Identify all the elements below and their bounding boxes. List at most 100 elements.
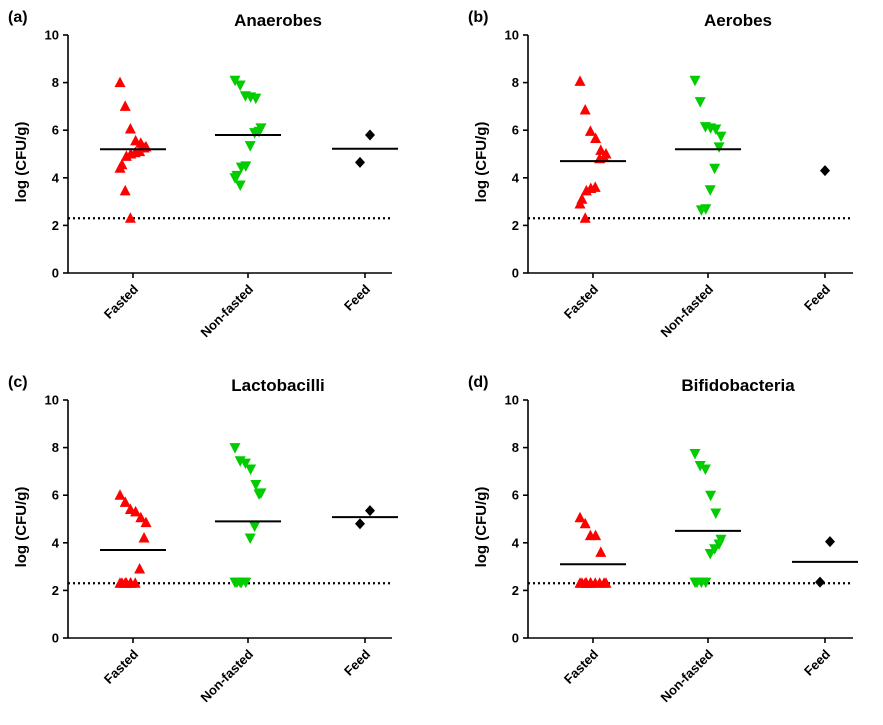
data-point-fasted bbox=[574, 197, 586, 209]
y-tick-label: 4 bbox=[512, 535, 520, 550]
data-point-fasted bbox=[134, 562, 146, 574]
data-point-non_fasted bbox=[710, 508, 722, 520]
data-point-fasted bbox=[114, 489, 126, 500]
data-point-non_fasted bbox=[234, 577, 246, 589]
data-point-fasted bbox=[584, 577, 596, 588]
data-point-non_fasted bbox=[244, 141, 256, 152]
data-point-non_fasted bbox=[244, 533, 256, 545]
data-point-non_fasted bbox=[229, 443, 241, 454]
data-point-non_fasted bbox=[694, 97, 706, 108]
data-point-non_fasted bbox=[689, 75, 701, 87]
y-tick-label: 0 bbox=[52, 631, 59, 646]
y-tick-label: 0 bbox=[52, 266, 59, 281]
y-axis-label: log (CFU/g) bbox=[13, 122, 30, 203]
y-tick-label: 8 bbox=[52, 440, 59, 455]
data-point-fasted bbox=[579, 103, 591, 115]
data-point-fasted bbox=[135, 511, 147, 523]
data-point-feed bbox=[820, 165, 830, 177]
data-point-non_fasted bbox=[229, 173, 241, 184]
y-tick-label: 2 bbox=[512, 583, 519, 598]
y-tick-label: 4 bbox=[512, 170, 520, 185]
data-point-feed bbox=[825, 536, 835, 548]
data-point-fasted bbox=[579, 212, 591, 223]
data-point-non_fasted bbox=[249, 521, 261, 533]
data-point-fasted bbox=[595, 144, 607, 155]
y-tick-label: 6 bbox=[512, 123, 519, 138]
data-point-feed bbox=[355, 518, 365, 530]
data-point-non_fasted bbox=[689, 577, 701, 589]
data-point-non_fasted bbox=[705, 490, 717, 502]
panel-label: (b) bbox=[468, 9, 488, 26]
data-point-non_fasted bbox=[250, 479, 262, 491]
data-point-non_fasted bbox=[713, 142, 725, 153]
data-point-fasted bbox=[114, 162, 126, 173]
panel-label: (d) bbox=[468, 374, 488, 391]
y-tick-label: 10 bbox=[505, 28, 519, 43]
panel-label: (a) bbox=[8, 9, 28, 26]
panel-label: (c) bbox=[8, 374, 28, 391]
data-point-fasted bbox=[124, 577, 136, 588]
data-point-fasted bbox=[574, 75, 586, 86]
y-tick-label: 4 bbox=[52, 170, 60, 185]
data-point-non_fasted bbox=[234, 80, 246, 91]
y-axis-label: log (CFU/g) bbox=[473, 487, 490, 568]
y-tick-label: 10 bbox=[45, 28, 59, 43]
data-point-fasted bbox=[119, 100, 131, 111]
chart-panel-a: (a) Anaerobes 0 2 4 6 8 10 log (CFU/g) Fasted Non-… bbox=[8, 9, 398, 340]
data-point-non_fasted bbox=[235, 162, 247, 174]
data-point-non_fasted bbox=[704, 549, 716, 560]
data-point-fasted bbox=[140, 516, 152, 528]
y-tick-label: 8 bbox=[512, 75, 519, 90]
data-point-fasted bbox=[114, 76, 126, 88]
data-point-feed bbox=[355, 156, 365, 168]
y-tick-label: 2 bbox=[52, 583, 59, 598]
x-tick-label: Fasted bbox=[561, 646, 601, 686]
data-point-fasted bbox=[579, 517, 591, 529]
y-axis-label: log (CFU/g) bbox=[473, 122, 490, 203]
y-tick-label: 6 bbox=[52, 488, 59, 503]
x-tick-label: Fasted bbox=[101, 281, 141, 321]
data-point-non_fasted bbox=[704, 185, 716, 196]
data-point-fasted bbox=[595, 546, 607, 557]
data-point-non_fasted bbox=[234, 180, 246, 191]
data-point-fasted bbox=[580, 184, 592, 196]
y-tick-label: 6 bbox=[52, 123, 59, 138]
chart-title: Aerobes bbox=[704, 11, 772, 30]
data-point-fasted bbox=[574, 511, 586, 523]
data-point-fasted bbox=[590, 529, 602, 541]
data-point-non_fasted bbox=[694, 460, 706, 472]
y-tick-label: 0 bbox=[512, 631, 519, 646]
x-tick-label: Fasted bbox=[561, 281, 601, 321]
x-tick-label: Fasted bbox=[101, 646, 141, 686]
y-tick-label: 8 bbox=[52, 75, 59, 90]
chart-panel-d: (d) Bifidobacteria 0 2 4 6 8 10 log (CFU/g) Faste… bbox=[468, 374, 858, 705]
x-tick-label: Non-fasted bbox=[198, 646, 257, 705]
y-tick-label: 2 bbox=[52, 218, 59, 233]
y-tick-label: 10 bbox=[45, 393, 59, 408]
data-point-non_fasted bbox=[245, 464, 257, 476]
data-point-feed bbox=[365, 129, 375, 141]
x-tick-label: Non-fasted bbox=[658, 281, 717, 340]
y-tick-label: 8 bbox=[512, 440, 519, 455]
x-tick-label: Non-fasted bbox=[658, 646, 717, 705]
y-tick-label: 4 bbox=[52, 535, 60, 550]
data-point-fasted bbox=[120, 150, 132, 161]
y-tick-label: 10 bbox=[505, 393, 519, 408]
data-point-non_fasted bbox=[709, 163, 721, 175]
x-tick-label: Feed bbox=[341, 281, 373, 313]
data-point-fasted bbox=[124, 212, 136, 223]
data-point-fasted bbox=[130, 505, 142, 517]
y-tick-label: 6 bbox=[512, 488, 519, 503]
chart-panel-b: (b) Aerobes 0 2 4 6 8 10 log (CFU/g) Fasted Non-fa… bbox=[468, 9, 853, 340]
data-point-feed bbox=[815, 576, 825, 588]
y-tick-label: 2 bbox=[512, 218, 519, 233]
data-point-feed bbox=[365, 505, 375, 517]
data-point-non_fasted bbox=[695, 205, 707, 216]
x-tick-label: Feed bbox=[801, 646, 833, 678]
chart-panel-c: (c) Lactobacilli 0 2 4 6 8 10 log (CFU/g) Fasted N… bbox=[8, 374, 398, 705]
data-point-non_fasted bbox=[249, 128, 261, 139]
chart-title: Bifidobacteria bbox=[681, 376, 795, 395]
chart-title: Anaerobes bbox=[234, 11, 322, 30]
data-point-non_fasted bbox=[689, 449, 701, 460]
